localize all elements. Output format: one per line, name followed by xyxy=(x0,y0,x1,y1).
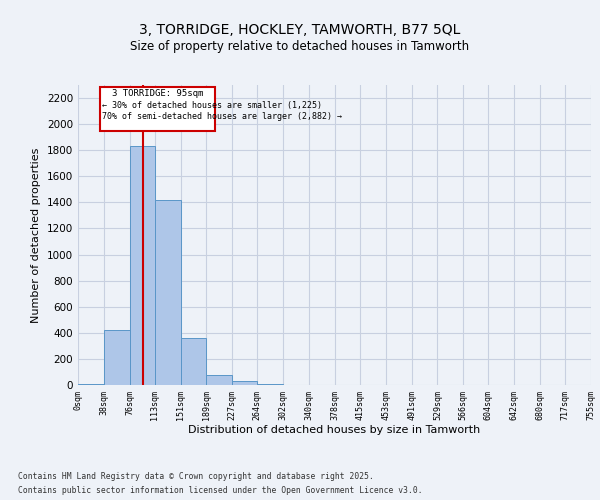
Text: 3, TORRIDGE, HOCKLEY, TAMWORTH, B77 5QL: 3, TORRIDGE, HOCKLEY, TAMWORTH, B77 5QL xyxy=(139,22,461,36)
Text: ← 30% of detached houses are smaller (1,225): ← 30% of detached houses are smaller (1,… xyxy=(103,100,322,110)
Bar xyxy=(155,200,181,385)
Bar xyxy=(130,146,155,385)
Text: Size of property relative to detached houses in Tamworth: Size of property relative to detached ho… xyxy=(130,40,470,53)
FancyBboxPatch shape xyxy=(100,87,215,130)
Text: 3 TORRIDGE: 95sqm: 3 TORRIDGE: 95sqm xyxy=(112,90,203,98)
Bar xyxy=(104,330,130,385)
Bar xyxy=(206,374,232,385)
Bar xyxy=(257,384,283,385)
Text: Contains public sector information licensed under the Open Government Licence v3: Contains public sector information licen… xyxy=(18,486,422,495)
Bar xyxy=(78,384,104,385)
Text: Contains HM Land Registry data © Crown copyright and database right 2025.: Contains HM Land Registry data © Crown c… xyxy=(18,472,374,481)
Bar xyxy=(232,381,257,385)
Y-axis label: Number of detached properties: Number of detached properties xyxy=(31,148,41,322)
X-axis label: Distribution of detached houses by size in Tamworth: Distribution of detached houses by size … xyxy=(188,426,481,436)
Bar xyxy=(181,338,206,385)
Text: 70% of semi-detached houses are larger (2,882) →: 70% of semi-detached houses are larger (… xyxy=(103,112,343,122)
